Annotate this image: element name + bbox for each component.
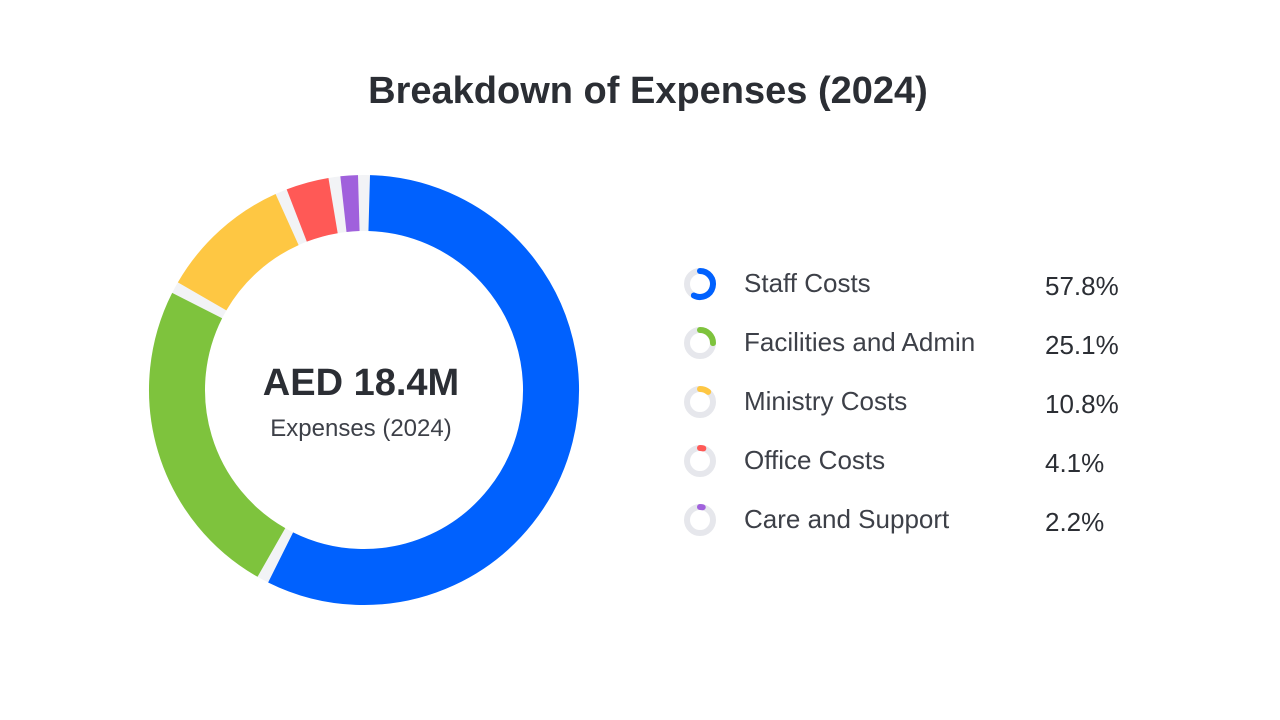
legend-label: Office Costs <box>744 445 886 475</box>
donut-slice-staff-costs <box>268 175 579 605</box>
legend-item-staff-costs: Staff Costs 57.8% <box>682 262 1162 321</box>
legend-ring-icon <box>684 327 716 359</box>
donut-slice-ministry-costs <box>177 194 300 311</box>
legend-value: 25.1% <box>1045 330 1119 360</box>
donut-slice-office-costs <box>286 177 339 242</box>
center-total-label: Expenses (2024) <box>270 415 452 442</box>
legend-ring-track <box>684 445 716 477</box>
legend-ring-arc <box>697 386 712 395</box>
legend-item-care-and-support: Care and Support 2.2% <box>682 498 1162 557</box>
legend-label: Staff Costs <box>744 268 871 298</box>
legend-item-ministry-costs: Ministry Costs 10.8% <box>682 380 1162 439</box>
legend-value: 10.8% <box>1045 389 1119 419</box>
legend-item-office-costs: Office Costs 4.1% <box>682 439 1162 498</box>
legend-label: Ministry Costs <box>744 386 908 416</box>
legend-ring-arc <box>690 268 716 300</box>
legend-ring-icon <box>684 386 716 418</box>
legend-item-facilities-and-admin: Facilities and Admin 25.1% <box>682 321 1162 380</box>
center-total-value: AED 18.4M <box>262 362 460 404</box>
legend-ring-icon <box>684 445 716 477</box>
legend-value: 4.1% <box>1045 448 1105 478</box>
donut-slice-facilities-and-admin <box>149 292 286 577</box>
legend-ring-icon <box>684 268 716 300</box>
legend-value: 2.2% <box>1045 507 1105 537</box>
chart-title: Breakdown of Expenses (2024) <box>368 70 928 112</box>
donut-chart <box>149 175 579 605</box>
legend-label: Care and Support <box>744 504 950 534</box>
donut-slice-care-and-support <box>340 175 360 232</box>
legend-ring-arc <box>697 327 716 347</box>
legend-label: Facilities and Admin <box>744 327 976 357</box>
legend-value: 57.8% <box>1045 271 1119 301</box>
legend: Staff Costs 57.8% Facilities and Admin 2… <box>682 262 1162 557</box>
legend-ring-track <box>684 504 716 536</box>
legend-ring-icon <box>684 504 716 536</box>
